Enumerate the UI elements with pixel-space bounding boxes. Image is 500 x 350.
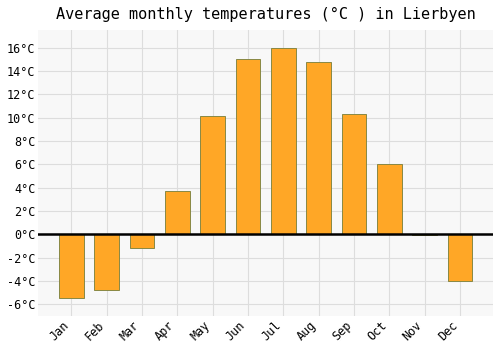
Bar — [377, 164, 402, 234]
Bar — [59, 234, 84, 299]
Bar — [271, 48, 295, 234]
Bar — [412, 234, 437, 236]
Bar — [94, 234, 119, 290]
Bar — [342, 114, 366, 234]
Bar — [130, 234, 154, 248]
Bar — [165, 191, 190, 234]
Bar — [306, 62, 331, 234]
Bar — [236, 59, 260, 234]
Bar — [448, 234, 472, 281]
Bar — [200, 117, 225, 234]
Title: Average monthly temperatures (°C ) in Lierbyen: Average monthly temperatures (°C ) in Li… — [56, 7, 476, 22]
